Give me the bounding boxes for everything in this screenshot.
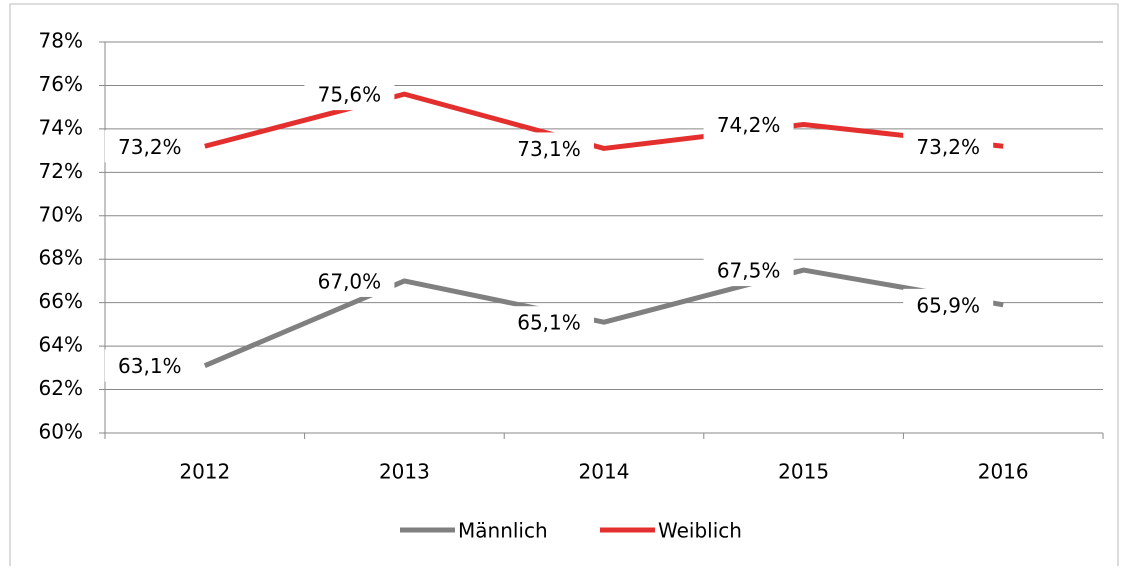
y-tick-label: 60% bbox=[39, 420, 83, 444]
series-line bbox=[203, 267, 1004, 368]
x-tick-label: 2013 bbox=[379, 460, 430, 484]
data-label: 74,2% bbox=[717, 113, 781, 137]
x-tick-label: 2014 bbox=[579, 460, 630, 484]
data-label: 73,1% bbox=[517, 137, 581, 161]
y-tick-label: 66% bbox=[39, 289, 83, 313]
legend-label: Weiblich bbox=[658, 519, 742, 543]
label-background bbox=[903, 130, 994, 163]
y-tick-label: 78% bbox=[39, 29, 83, 53]
label-background bbox=[504, 306, 594, 339]
label-background bbox=[703, 108, 794, 141]
y-tick-label: 72% bbox=[39, 159, 83, 183]
label-background bbox=[903, 288, 994, 321]
data-label: 73,2% bbox=[916, 135, 980, 159]
series-line bbox=[204, 91, 1004, 151]
y-tick-label: 64% bbox=[39, 333, 83, 357]
label-background bbox=[304, 78, 395, 111]
data-label: 65,9% bbox=[916, 293, 980, 317]
data-label: 73,2% bbox=[118, 135, 182, 159]
data-label: 63,1% bbox=[118, 354, 182, 378]
y-tick-label: 62% bbox=[39, 376, 83, 400]
y-tick-label: 74% bbox=[39, 115, 83, 139]
data-label: 75,6% bbox=[318, 83, 382, 107]
y-tick-label: 70% bbox=[39, 202, 83, 226]
y-tick-label: 76% bbox=[39, 72, 83, 96]
label-background bbox=[504, 132, 594, 165]
legend-label: Männlich bbox=[458, 519, 548, 543]
chart-border bbox=[9, 3, 1119, 570]
x-tick-label: 2012 bbox=[179, 460, 230, 484]
x-tick-label: 2016 bbox=[978, 460, 1029, 484]
label-background bbox=[104, 130, 195, 163]
y-tick-label: 68% bbox=[39, 246, 83, 270]
label-background bbox=[104, 349, 195, 382]
data-label: 67,5% bbox=[717, 259, 781, 283]
label-background bbox=[703, 254, 794, 287]
label-background bbox=[304, 264, 395, 297]
data-label: 67,0% bbox=[318, 269, 382, 293]
x-tick-label: 2015 bbox=[778, 460, 829, 484]
data-label: 65,1% bbox=[517, 311, 581, 335]
